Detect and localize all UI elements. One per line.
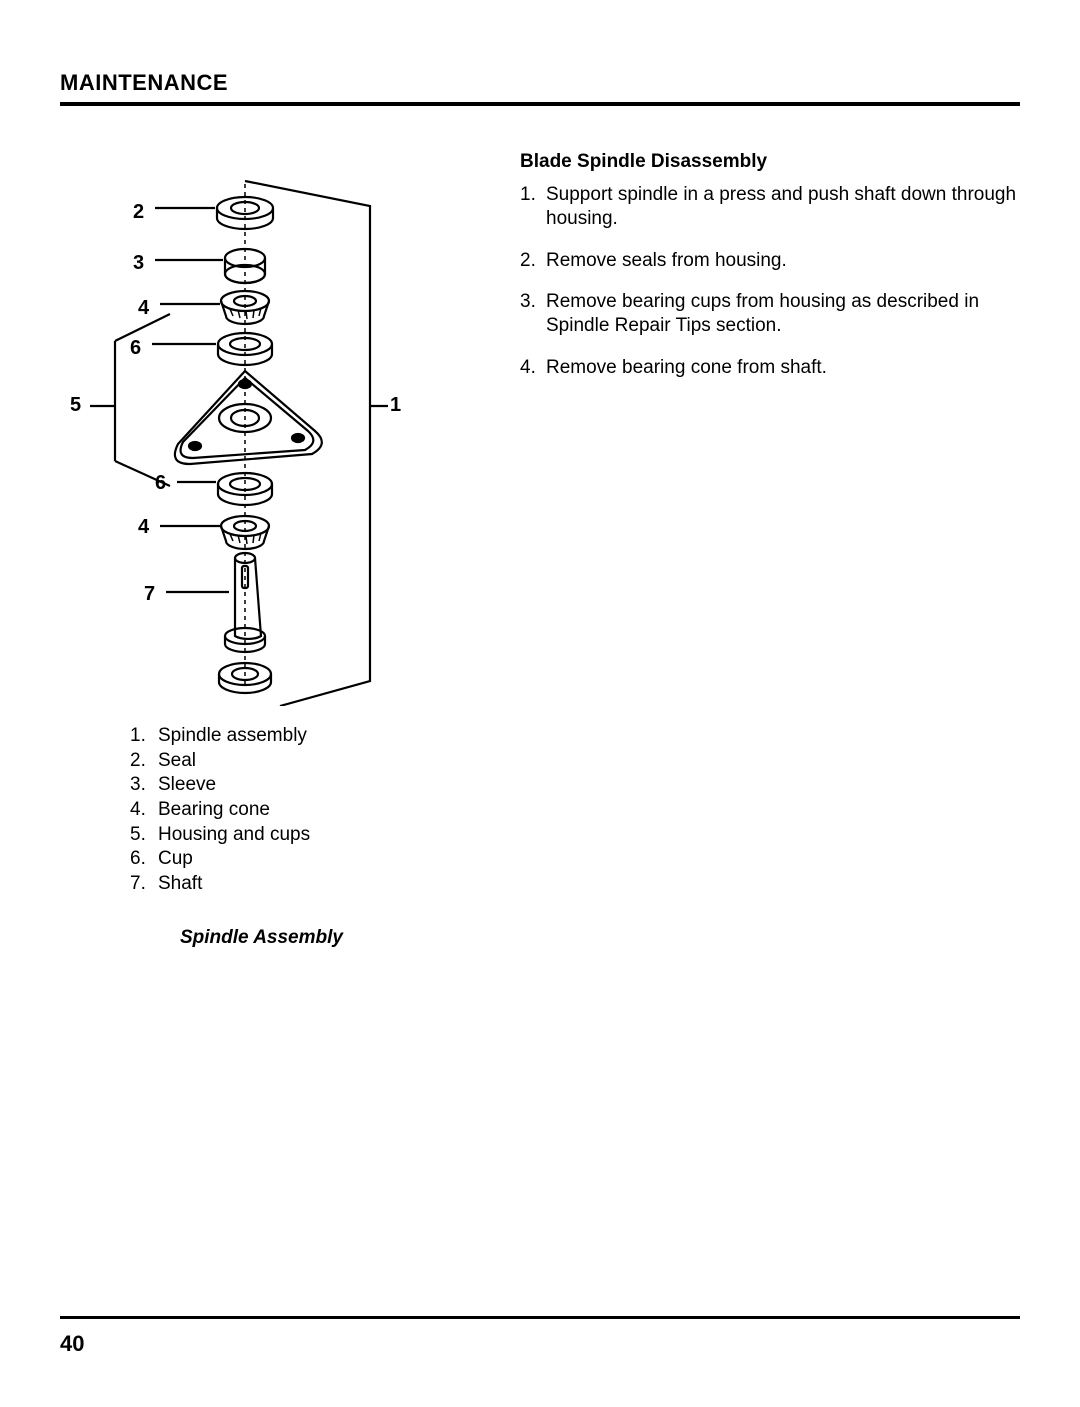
callout-4b: 4 (138, 516, 149, 539)
callout-5: 5 (70, 394, 81, 417)
step-item: 1.Support spindle in a press and push sh… (520, 183, 1020, 231)
page-header: MAINTENANCE (60, 70, 1020, 106)
step-item: 3.Remove bearing cups from housing as de… (520, 290, 1020, 338)
callout-1: 1 (390, 394, 401, 417)
left-column: 1 2 3 4 5 6 6 4 7 1.Spindle assembly 2.S… (60, 146, 480, 949)
legend-item: 4.Bearing cone (130, 798, 480, 823)
legend-item: 5.Housing and cups (130, 823, 480, 848)
figure-caption: Spindle Assembly (180, 927, 480, 949)
page-number: 40 (60, 1331, 1020, 1357)
legend-item: 3.Sleeve (130, 773, 480, 798)
legend-item: 7.Shaft (130, 872, 480, 897)
instruction-steps: 1.Support spindle in a press and push sh… (520, 183, 1020, 380)
exploded-view-svg (70, 146, 450, 706)
callout-6a: 6 (130, 337, 141, 360)
section-title: MAINTENANCE (60, 70, 1020, 96)
callout-3: 3 (133, 252, 144, 275)
spindle-diagram: 1 2 3 4 5 6 6 4 7 (70, 146, 450, 706)
legend-item: 6.Cup (130, 847, 480, 872)
callout-2: 2 (133, 201, 144, 224)
parts-legend: 1.Spindle assembly 2.Seal 3.Sleeve 4.Bea… (130, 724, 480, 897)
page-footer: 40 (60, 1316, 1020, 1357)
instructions-title: Blade Spindle Disassembly (520, 151, 1020, 173)
callout-4a: 4 (138, 297, 149, 320)
step-item: 4.Remove bearing cone from shaft. (520, 356, 1020, 380)
right-column: Blade Spindle Disassembly 1.Support spin… (520, 146, 1020, 949)
legend-item: 1.Spindle assembly (130, 724, 480, 749)
content-row: 1 2 3 4 5 6 6 4 7 1.Spindle assembly 2.S… (60, 146, 1020, 949)
callout-7: 7 (144, 583, 155, 606)
step-item: 2.Remove seals from housing. (520, 249, 1020, 273)
callout-6b: 6 (155, 472, 166, 495)
legend-item: 2.Seal (130, 749, 480, 774)
